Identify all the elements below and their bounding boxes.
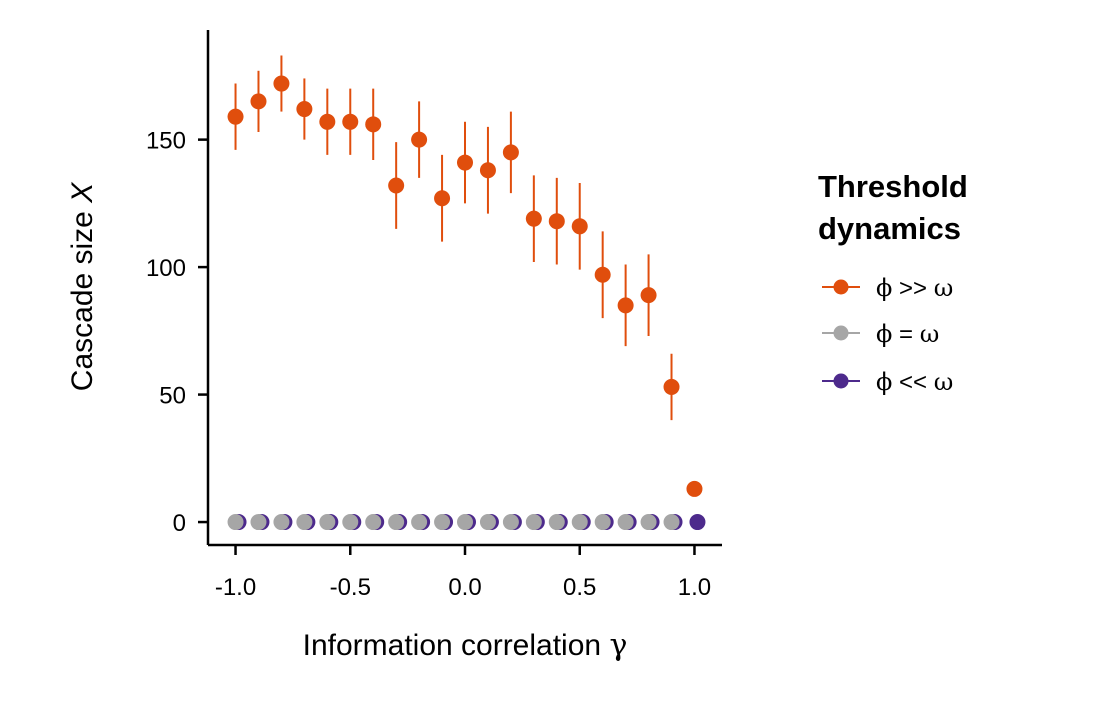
y-axis-title: Cascade size X [66,182,99,391]
series-phi-eq-omega-point [571,514,588,531]
legend: Threshold dynamics ϕ >> ωϕ = ωϕ << ω [818,169,968,396]
legend-marker [833,279,849,295]
series-phi-gg-omega-point [663,378,680,395]
legend-symbol-phi: ϕ [876,368,892,396]
legend-relation: >> [892,275,933,302]
y-tick-label: 0 [173,510,186,537]
series-phi-eq-omega-point [525,514,542,531]
x-tick-label: -0.5 [330,574,371,601]
series-phi-eq-omega-point [502,514,519,531]
series-phi-gg-omega-point [365,116,382,133]
series-phi-gg-omega-point [617,297,634,314]
series-phi-eq-omega-point [457,514,473,531]
legend-item-phi-ll-omega: ϕ << ω [822,368,953,396]
x-axis-title: Information correlation γ [303,628,628,663]
legend-symbol-phi: ϕ [876,320,892,348]
x-tick-label: 1.0 [678,574,711,601]
legend-marker [833,373,849,389]
series-phi-eq-omega-point [227,514,244,531]
series-phi-gg-omega-point [594,266,611,283]
plot-area [227,55,706,531]
series-phi-eq-omega-point [434,514,451,531]
series-phi-gg-omega-point [525,210,542,227]
series-phi-eq-omega-point [548,514,565,531]
series-phi-eq-omega-point [594,514,611,531]
series-phi-gg-omega-point [342,113,359,130]
legend-title-line-1: Threshold [818,169,968,204]
series-phi-eq-omega-point [411,514,428,531]
legend-label: ϕ = ω [876,320,939,348]
series-phi-gg-omega-point [640,287,657,304]
series-phi-gg-omega-point [502,144,519,161]
legend-symbol-omega: ω [934,274,954,302]
series-phi-ll-omega-point [689,514,706,531]
series-phi-eq-omega-point [663,514,680,531]
series-phi-eq-omega-point [296,514,313,531]
legend-label: ϕ << ω [876,368,953,396]
series-phi-eq-omega-point [342,514,359,531]
series-phi-gg-omega-point [548,213,565,230]
series-phi-gg-omega-point [319,113,336,130]
axes [206,30,722,547]
legend-symbol-omega: ω [920,320,940,348]
series-phi-eq-omega-point [273,514,290,531]
x-tick-label: 0.5 [563,574,596,601]
series-phi-gg-omega-point [296,101,313,118]
legend-item-phi-eq-omega: ϕ = ω [822,320,939,348]
series-phi-gg-omega-point [479,162,496,179]
legend-item-phi-gg-omega: ϕ >> ω [822,274,953,302]
legend-symbol-phi: ϕ [876,274,892,302]
series-phi-eq-omega-point [388,514,405,531]
x-tick-label: -1.0 [215,574,256,601]
series-phi-eq-omega-point [319,514,336,531]
legend-marker [833,325,849,341]
series-phi-eq-omega-point [365,514,382,531]
legend-relation: = [892,321,919,348]
legend-symbol-omega: ω [934,368,954,396]
legend-relation: << [892,369,933,396]
x-axis-symbol: γ [609,628,627,663]
y-axis-symbol: X [66,182,99,204]
y-tick-label: 50 [159,383,186,410]
legend-label: ϕ >> ω [876,274,953,302]
y-tick-label: 150 [146,128,186,155]
x-tick-label: 0.0 [448,574,481,601]
series-phi-gg-omega-point [250,93,267,110]
series-phi-gg-omega-point [388,177,405,194]
series-phi-gg-omega-point [457,154,473,171]
series-phi-eq-omega-point [617,514,634,531]
series-phi-eq-omega-point [250,514,267,531]
series-phi-eq-omega-point [640,514,657,531]
series-phi-gg-omega-point [686,480,703,497]
series-phi-eq-omega-point [479,514,496,531]
tick-labels: -1.0 -0.5 0.0 0.5 1.0 0 50 100 150 [146,128,711,601]
legend-title-line-2: dynamics [818,211,961,246]
series-phi-gg-omega-point [411,131,428,148]
series-phi-gg-omega-point [434,190,451,207]
y-tick-label: 100 [146,255,186,282]
series-phi-gg-omega-point [571,218,588,235]
series-phi-gg-omega-point [273,75,290,92]
legend-items: ϕ >> ωϕ = ωϕ << ω [822,274,953,396]
series-phi-gg-omega-point [227,108,244,125]
